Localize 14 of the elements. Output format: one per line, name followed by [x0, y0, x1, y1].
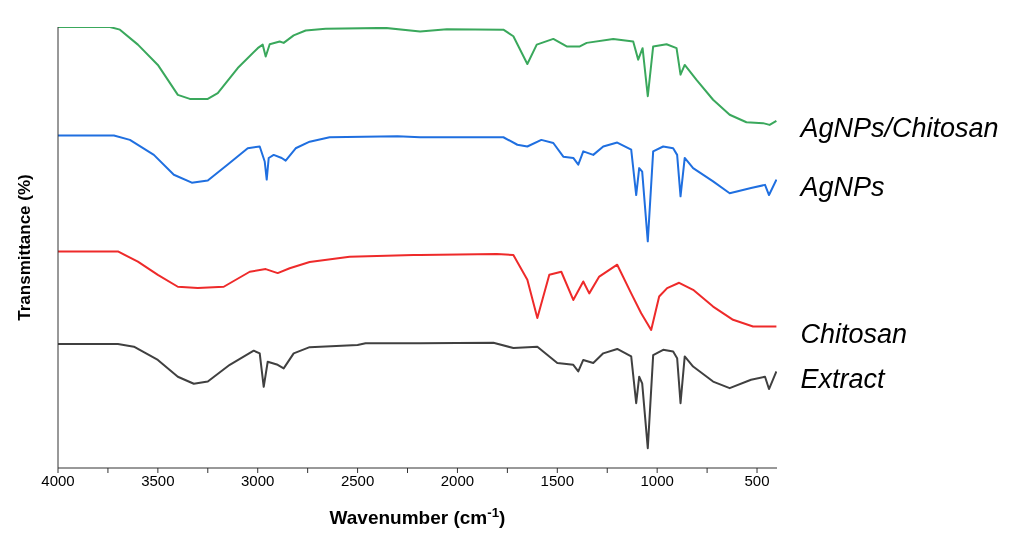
x-tick-label: 500 — [744, 471, 770, 489]
series-label: AgNPs — [798, 171, 885, 202]
x-tick-label: 1000 — [640, 471, 674, 489]
x-tick-label: 3500 — [141, 471, 175, 489]
x-tick-label: 1500 — [540, 471, 574, 489]
x-tick-label: 2000 — [440, 471, 475, 489]
series-label: AgNPs/Chitosan — [798, 113, 999, 144]
x-tick-label: 3000 — [241, 471, 275, 489]
series-label: Chitosan — [800, 318, 907, 349]
x-tick-label: 4000 — [41, 471, 75, 489]
x-axis-title: Wavenumber (cm$^{-1}$) — [329, 504, 506, 528]
x-tick-label: 2500 — [340, 471, 375, 489]
y-axis-title: Transmittance (%) — [15, 174, 34, 321]
series-label: Extract — [800, 363, 886, 394]
